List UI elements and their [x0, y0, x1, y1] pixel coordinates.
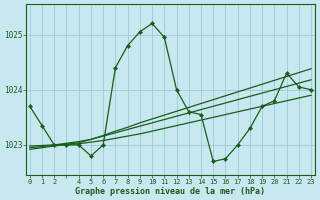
X-axis label: Graphe pression niveau de la mer (hPa): Graphe pression niveau de la mer (hPa) [76, 187, 265, 196]
